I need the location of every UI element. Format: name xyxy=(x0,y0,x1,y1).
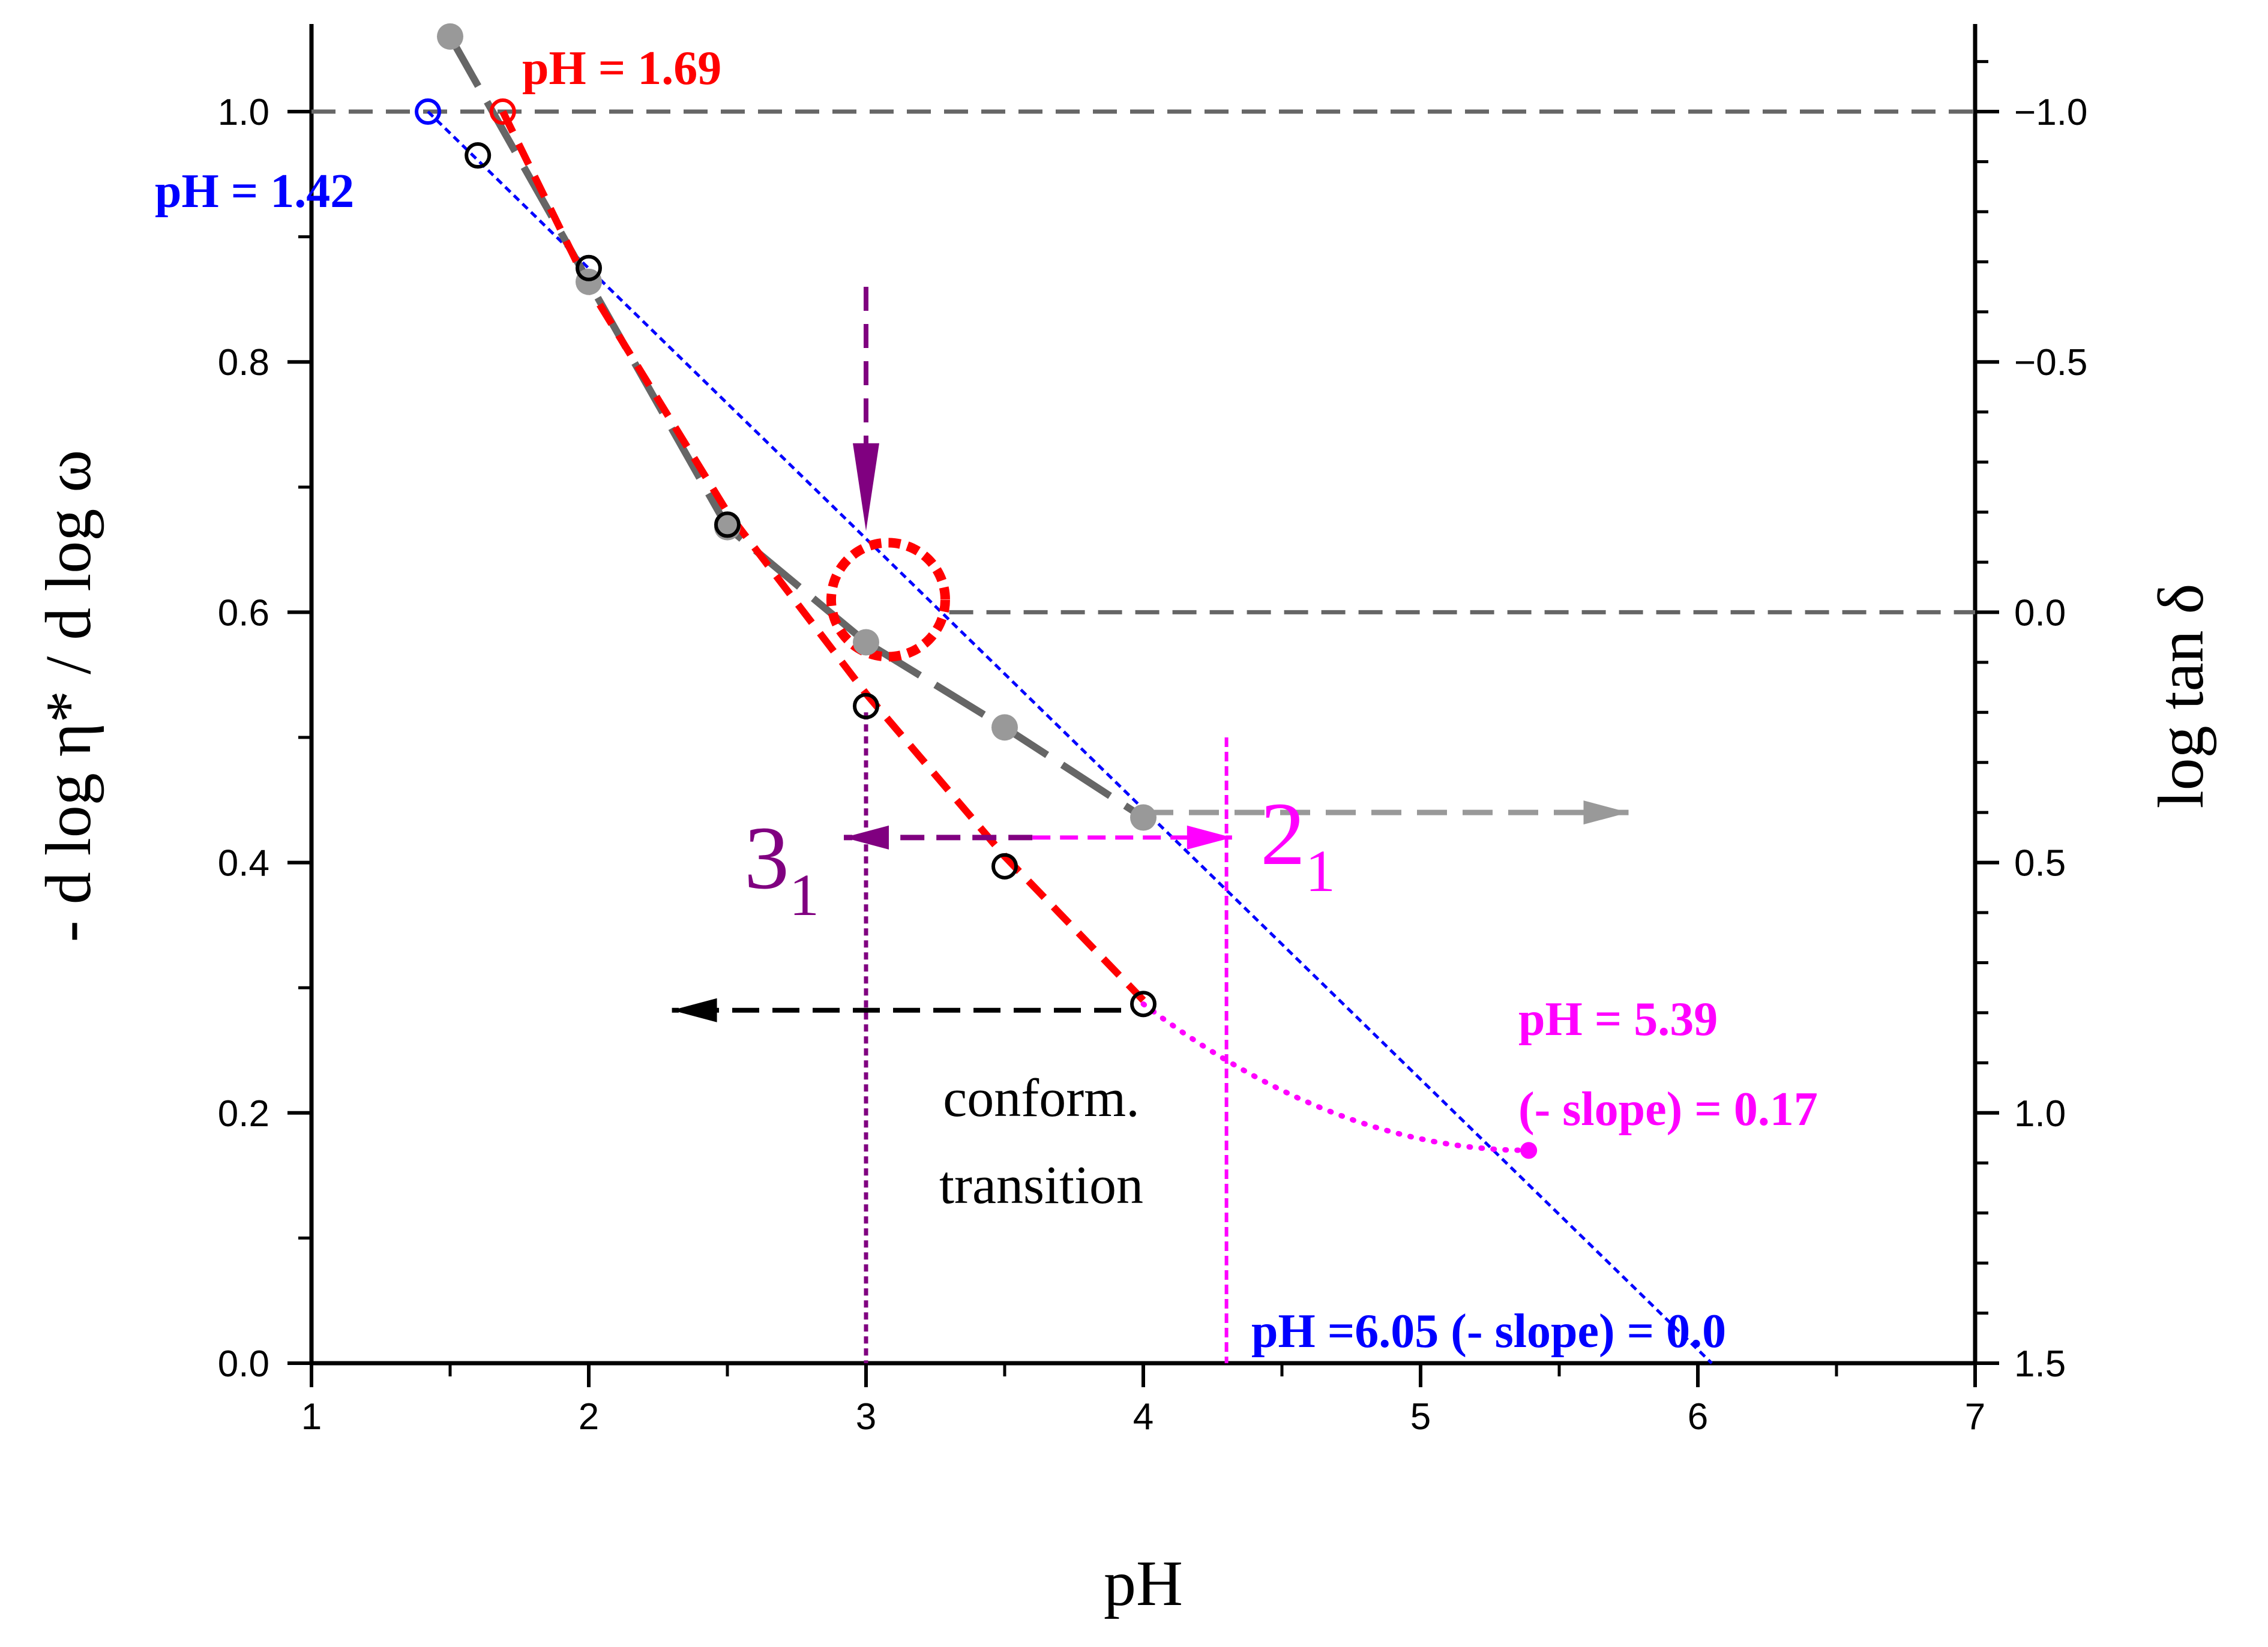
annotation-transition: transition xyxy=(939,1156,1143,1215)
y-left-tick-label: 0.6 xyxy=(218,592,269,634)
black-data-point xyxy=(576,254,602,281)
red-fit-line xyxy=(499,110,1146,1003)
black-data-point xyxy=(853,692,879,719)
annotation-ph-5-39: pH = 5.39 xyxy=(1518,993,1718,1046)
y-left-tick-label: 1.0 xyxy=(218,92,269,133)
magenta-arrow-head xyxy=(1187,825,1232,850)
x-tick-label: 1 xyxy=(301,1396,322,1438)
ticks xyxy=(287,60,1999,1387)
y-right-tick-label: 1.5 xyxy=(2014,1343,2066,1385)
annotation-ph-1-69: pH = 1.69 xyxy=(522,42,721,95)
grey-data-point xyxy=(991,714,1018,741)
blue-fit-line xyxy=(427,110,1713,1364)
grey-series-line xyxy=(447,34,1146,821)
annotation-2-main: 2 xyxy=(1260,784,1305,884)
blue-endpoint xyxy=(415,98,442,125)
y-right-tick-label: 1.0 xyxy=(2014,1093,2066,1135)
grey-data-point xyxy=(1130,804,1157,831)
annotation-3: 31 xyxy=(744,808,819,928)
reference-lines xyxy=(311,109,1975,614)
y-right-tick-label: 0.0 xyxy=(2014,592,2066,634)
annotation-2: 21 xyxy=(1260,784,1335,904)
x-tick-label: 4 xyxy=(1133,1396,1154,1438)
y-right-tick-label: −0.5 xyxy=(2014,342,2087,383)
red-endpoint xyxy=(489,98,516,125)
x-tick-label: 6 xyxy=(1688,1396,1708,1438)
y-left-tick-label: 0.2 xyxy=(218,1093,269,1135)
annotation-ph-1-42: pH = 1.42 xyxy=(155,165,354,218)
y-left-tick-label: 0.0 xyxy=(218,1343,269,1385)
annotation-slope-0-17: (- slope) = 0.17 xyxy=(1518,1083,1818,1136)
highlight-circle xyxy=(826,538,950,662)
black-data-point xyxy=(991,853,1018,880)
black-arrow-head xyxy=(672,998,717,1022)
tick-labels: 1 2 3 4 5 6 70.00.20.40.60.81.0 −1.0−0.50.00.51… xyxy=(218,92,2088,1438)
y-axis-right-title: log tan δ xyxy=(2146,584,2217,809)
y-right-tick-label: −1.0 xyxy=(2014,92,2087,133)
grey-arrow-head xyxy=(1583,800,1629,825)
black-data-point xyxy=(714,511,741,538)
x-tick-label: 5 xyxy=(1410,1396,1431,1438)
y-left-tick-label: 0.8 xyxy=(218,342,269,383)
annotation-conform: conform. xyxy=(943,1069,1139,1128)
annotation-2-sub: 1 xyxy=(1305,838,1335,904)
y-left-tick-label: 0.4 xyxy=(218,843,269,884)
black-data-point xyxy=(1130,991,1157,1018)
purple-arrow-head xyxy=(844,825,889,850)
grey-data-point xyxy=(853,629,879,656)
x-tick-label: 3 xyxy=(856,1396,876,1438)
x-tick-label: 2 xyxy=(579,1396,599,1438)
annotation-ph-6-05: pH =6.05 (- slope) = 0.0 xyxy=(1251,1305,1726,1358)
annotation-3-main: 3 xyxy=(744,808,789,908)
grey-data-point xyxy=(437,23,463,50)
x-tick-label: 7 xyxy=(1965,1396,1985,1438)
magenta-endpoint xyxy=(1520,1142,1538,1159)
y-axis-left-title: - d log η* / d log ω xyxy=(33,450,104,943)
x-axis-title: pH xyxy=(1104,1548,1183,1619)
plot-area xyxy=(415,23,1713,1364)
y-right-tick-label: 0.5 xyxy=(2014,843,2066,884)
purple-down-arrow-head xyxy=(853,443,879,531)
black-data-point xyxy=(465,142,492,169)
annotation-3-sub: 1 xyxy=(789,862,819,928)
